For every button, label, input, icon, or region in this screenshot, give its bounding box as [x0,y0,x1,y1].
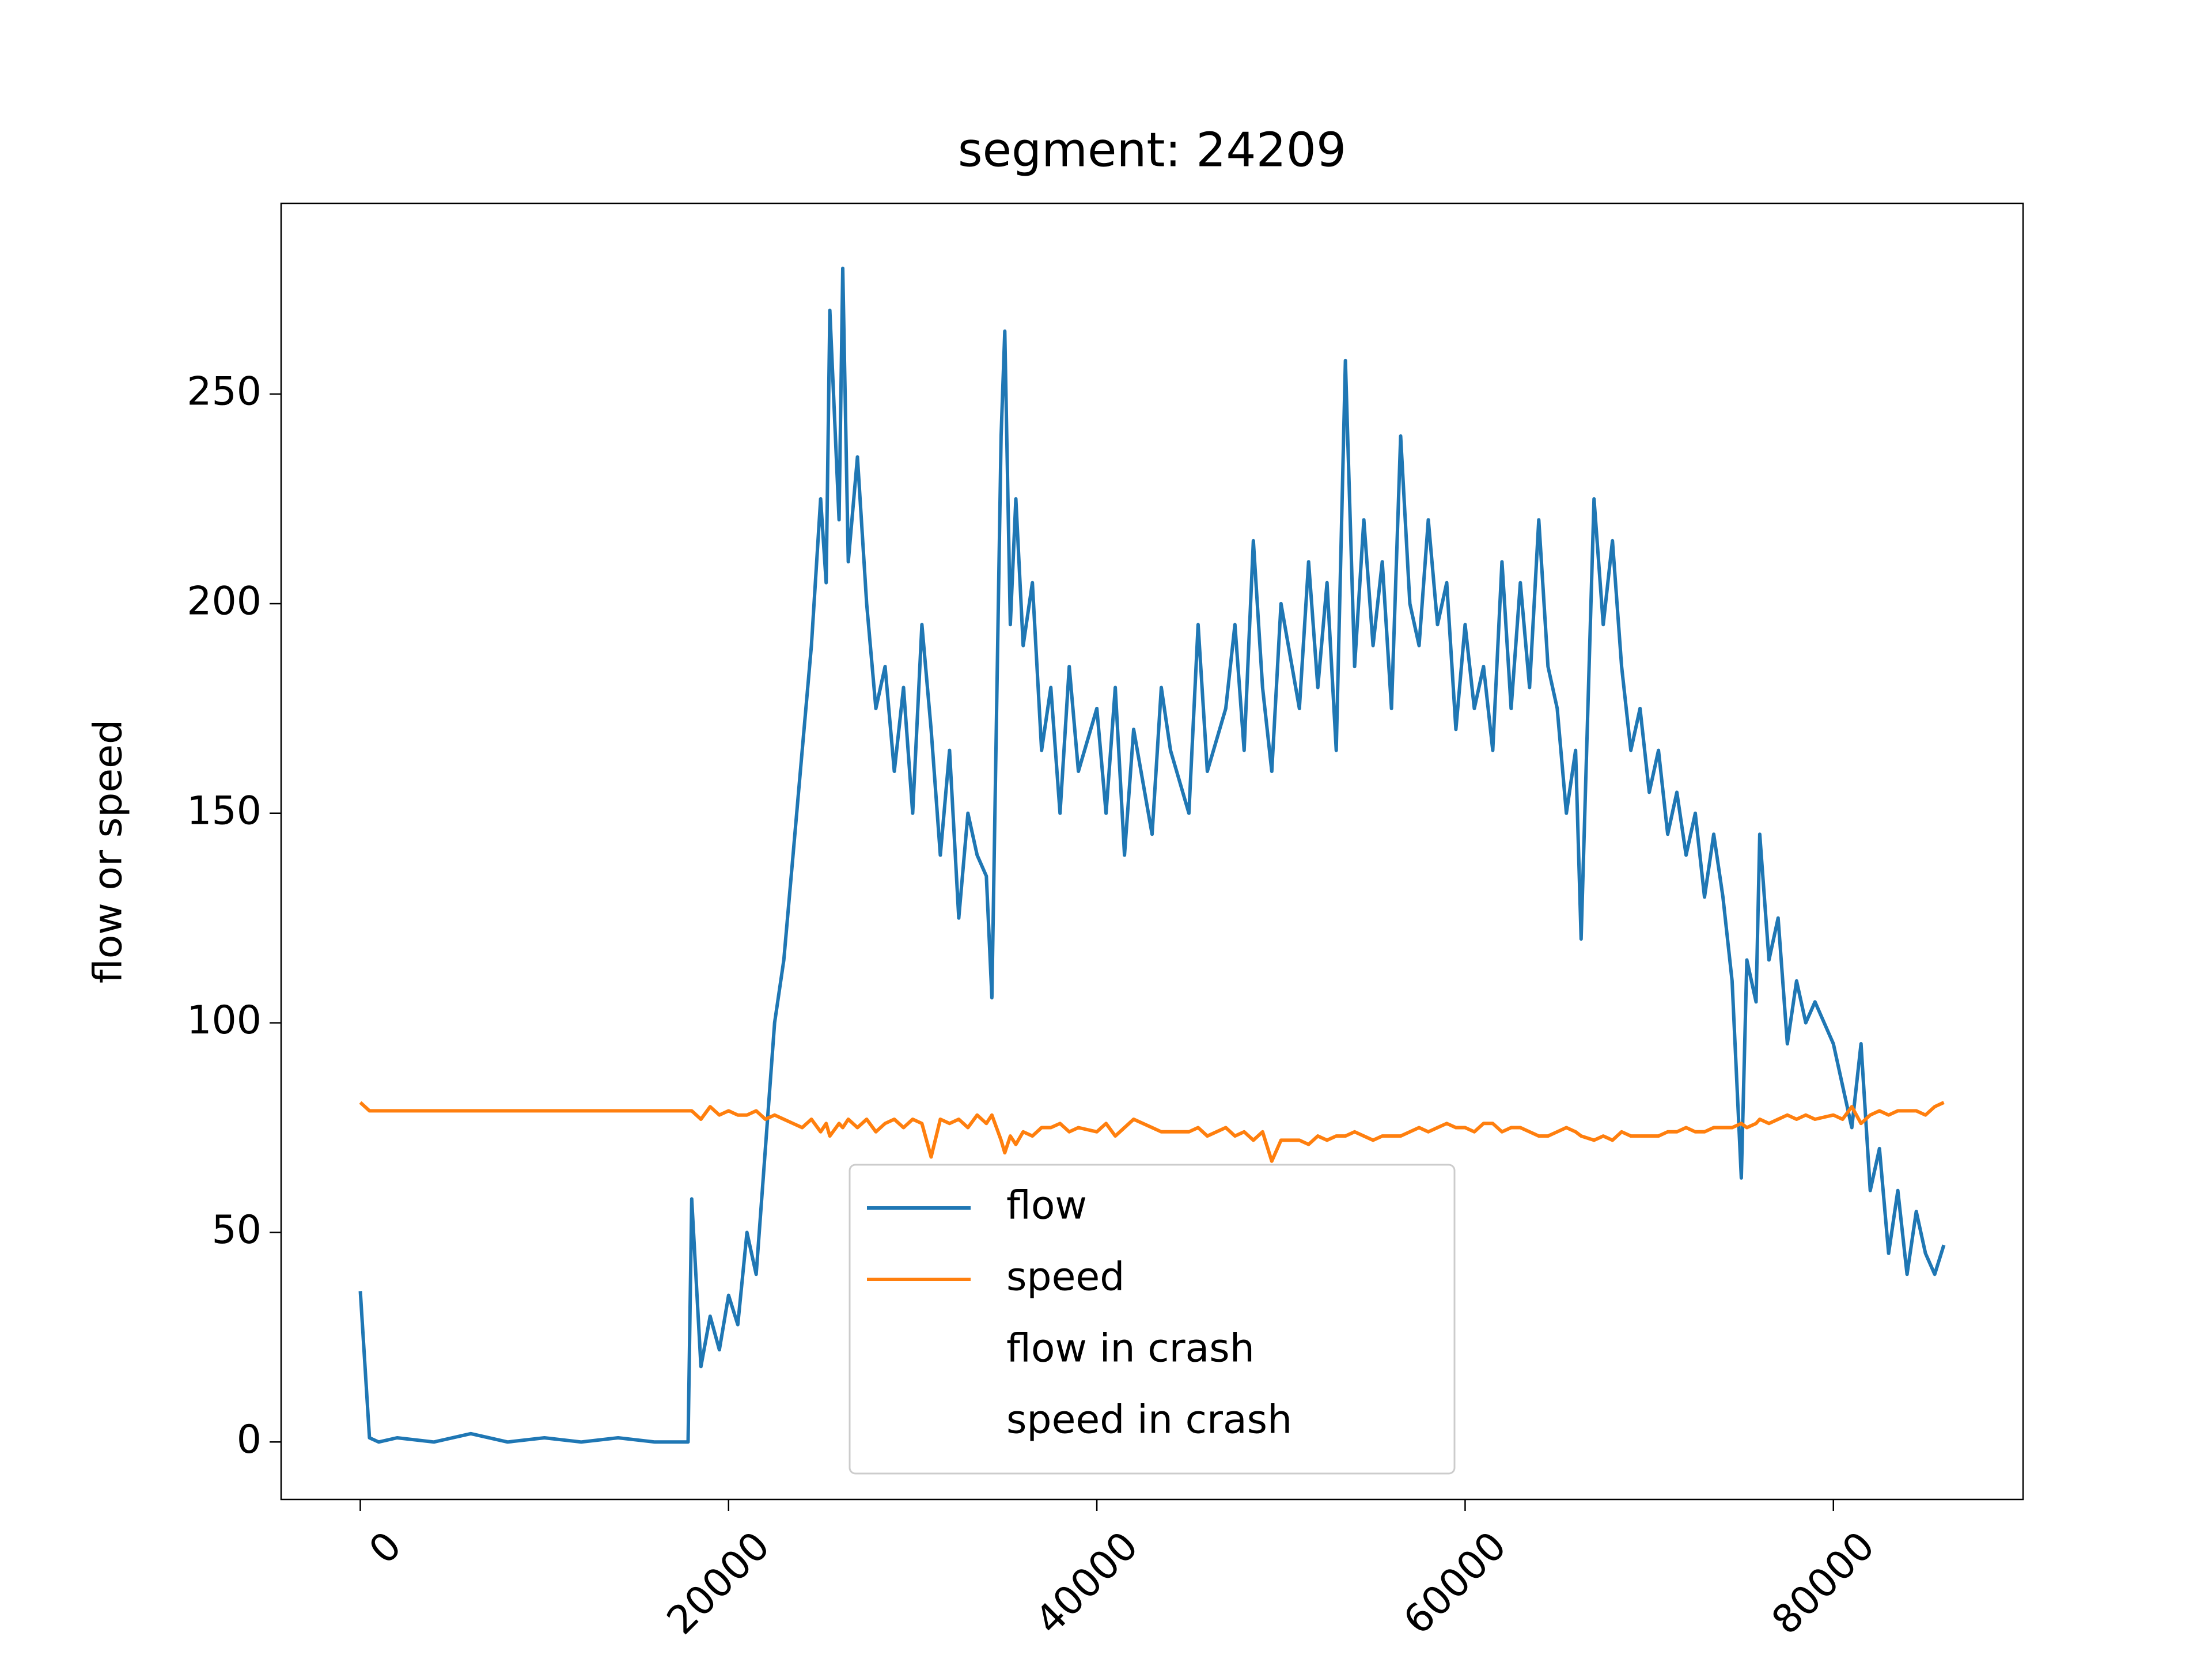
y-tick-label: 150 [187,788,262,834]
legend-label: flow [1006,1183,1087,1229]
series-line [358,266,1946,1444]
y-tick-label: 100 [187,998,262,1043]
legend-box [849,1164,1456,1475]
legend-label: flow in crash [1006,1326,1255,1372]
plot-frame [280,202,2024,1501]
chart-title: segment: 24209 [958,123,1346,177]
series-line [359,1101,1945,1163]
legend-label: speed [1006,1255,1124,1300]
legend-label: speed in crash [1006,1397,1292,1443]
y-tick-label: 250 [187,369,262,415]
y-axis-label: flow or speed [86,719,131,983]
y-tick-label: 200 [187,578,262,624]
y-tick-label: 50 [211,1207,262,1253]
y-tick-label: 0 [237,1417,262,1463]
